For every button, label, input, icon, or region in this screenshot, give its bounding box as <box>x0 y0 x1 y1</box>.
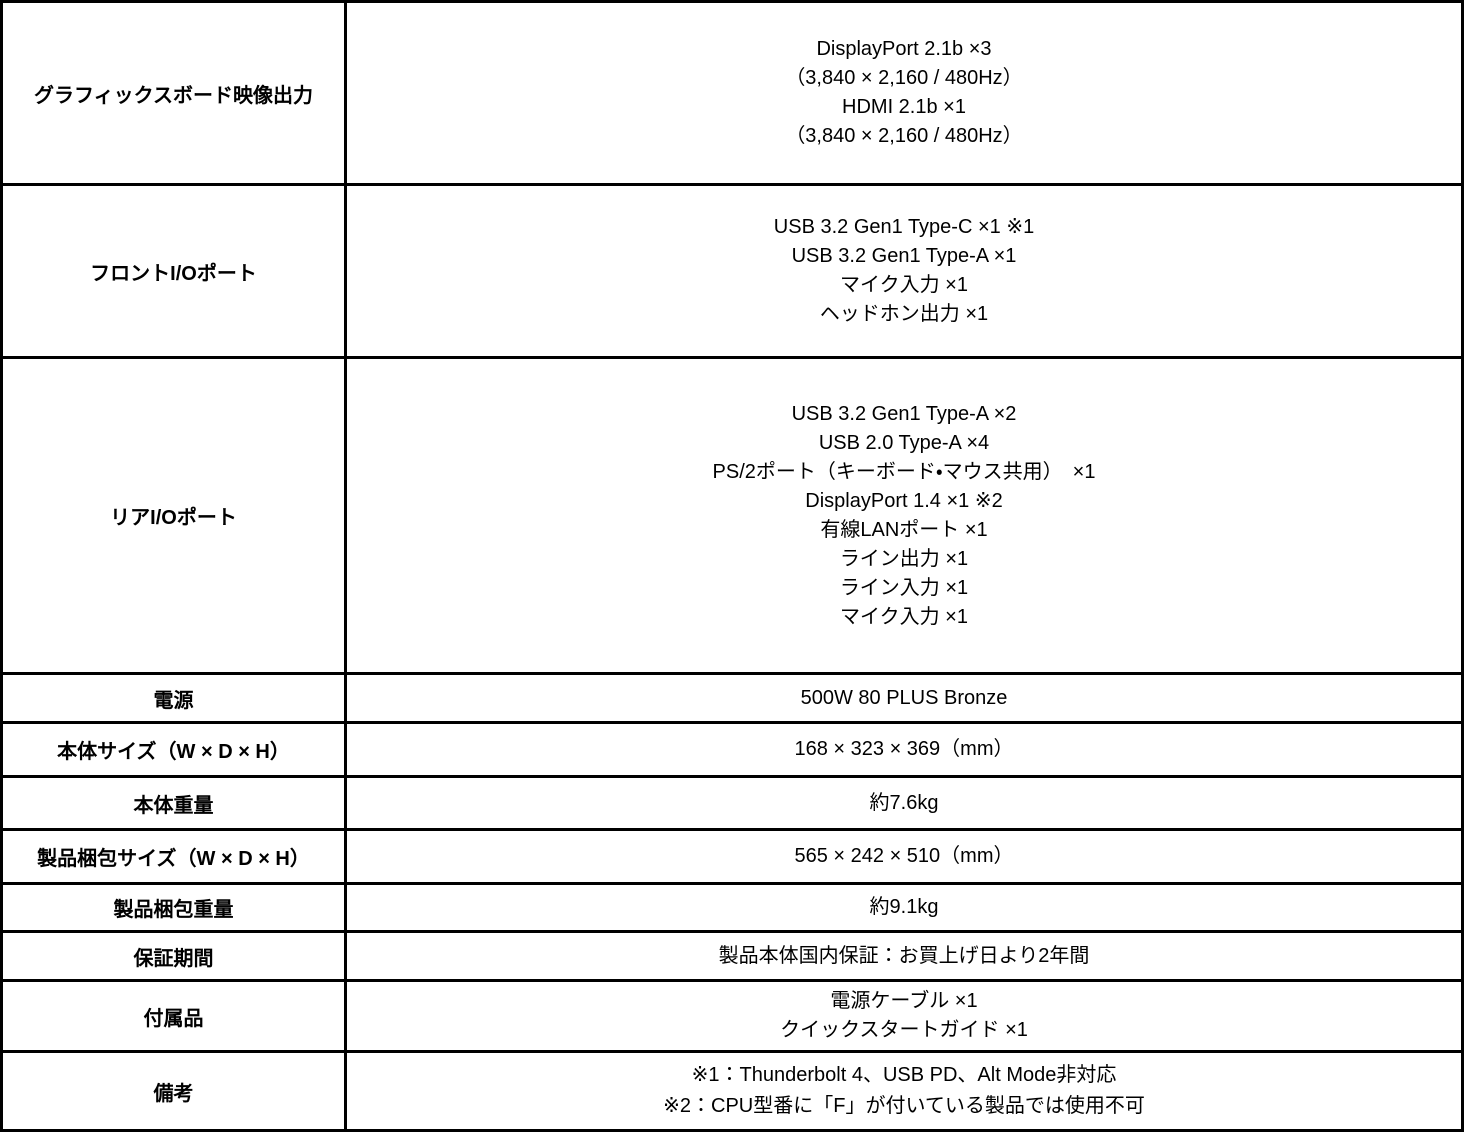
spec-value-line: 約9.1kg <box>869 896 939 918</box>
spec-value-line: （3,840 × 2,160 / 480Hz） <box>785 67 1023 89</box>
spec-value-line: 約7.6kg <box>869 791 939 814</box>
spec-value-line: USB 2.0 Type-A ×4 <box>818 431 990 454</box>
spec-label: 本体サイズ（W × D × H） <box>0 721 347 778</box>
spec-value-line: 電源ケーブル ×1 <box>830 990 978 1012</box>
spec-value-line: DisplayPort 2.1b ×3 <box>816 38 992 60</box>
spec-label: 本体重量 <box>0 775 347 831</box>
spec-value: ※1：Thunderbolt 4、USB PD、Alt Mode非対応 ※2：CP… <box>344 1050 1464 1132</box>
table-row: 付属品 電源ケーブル ×1 クイックスタートガイド ×1 <box>0 979 1464 1053</box>
spec-value: 168 × 323 × 369（mm） <box>344 721 1464 778</box>
spec-value-line: ライン入力 ×1 <box>839 576 969 599</box>
spec-value-line: USB 3.2 Gen1 Type-A ×1 <box>791 245 1017 267</box>
spec-value-line: 565 × 242 × 510（mm） <box>794 845 1014 867</box>
spec-label: リアI/Oポート <box>0 356 347 675</box>
spec-value: 約7.6kg <box>344 775 1464 831</box>
spec-value-line: USB 3.2 Gen1 Type-C ×1 ※1 <box>773 216 1035 238</box>
spec-value-line: （3,840 × 2,160 / 480Hz） <box>785 125 1023 147</box>
spec-label: 備考 <box>0 1050 347 1132</box>
spec-value: 500W 80 PLUS Bronze <box>344 672 1464 724</box>
spec-label: 電源 <box>0 672 347 724</box>
spec-label: 保証期間 <box>0 930 347 982</box>
spec-value-line: 168 × 323 × 369（mm） <box>794 738 1014 760</box>
spec-value: 約9.1kg <box>344 882 1464 933</box>
spec-value: 565 × 242 × 510（mm） <box>344 828 1464 885</box>
table-row: 保証期間 製品本体国内保証：お買上げ日より2年間 <box>0 930 1464 982</box>
table-row: 本体重量 約7.6kg <box>0 775 1464 831</box>
spec-value: 製品本体国内保証：お買上げ日より2年間 <box>344 930 1464 982</box>
spec-value-line: ライン出力 ×1 <box>839 547 969 570</box>
spec-value-line: 製品本体国内保証：お買上げ日より2年間 <box>718 944 1090 967</box>
spec-value-line: ヘッドホン出力 ×1 <box>819 303 989 325</box>
table-row: グラフィックスボード映像出力 DisplayPort 2.1b ×3 （3,840 … <box>0 0 1464 186</box>
spec-value-line: マイク入力 ×1 <box>840 274 968 296</box>
spec-value-line: PS/2ポート（キーボード・マウス共用） ×1 <box>712 460 1096 483</box>
spec-value-line: クイックスタートガイド ×1 <box>780 1019 1028 1041</box>
spec-value: DisplayPort 2.1b ×3 （3,840 × 2,160 / 480H… <box>344 0 1464 186</box>
spec-label: グラフィックスボード映像出力 <box>0 0 347 186</box>
spec-value-line: ※2：CPU型番に「F」が付いている製品では使用不可 <box>663 1095 1145 1117</box>
spec-value: USB 3.2 Gen1 Type-A ×2 USB 2.0 Type-A ×4 P… <box>344 356 1464 675</box>
spec-value-line: USB 3.2 Gen1 Type-A ×2 <box>791 402 1017 425</box>
table-row: 電源 500W 80 PLUS Bronze <box>0 672 1464 724</box>
table-row: 製品梱包サイズ（W × D × H） 565 × 242 × 510（mm） <box>0 828 1464 885</box>
table-row: フロントI/Oポート USB 3.2 Gen1 Type-C ×1 ※1 USB 3… <box>0 183 1464 359</box>
spec-value-line: マイク入力 ×1 <box>840 605 968 628</box>
spec-label: 製品梱包重量 <box>0 882 347 933</box>
spec-value-line: ※1：Thunderbolt 4、USB PD、Alt Mode非対応 <box>691 1064 1117 1086</box>
spec-value-line: DisplayPort 1.4 ×1 ※2 <box>805 489 1003 512</box>
spec-label: 付属品 <box>0 979 347 1053</box>
spec-value: USB 3.2 Gen1 Type-C ×1 ※1 USB 3.2 Gen1 Ty… <box>344 183 1464 359</box>
spec-value-line: HDMI 2.1b ×1 <box>842 96 966 118</box>
spec-value-line: 500W 80 PLUS Bronze <box>800 686 1008 709</box>
table-row: 備考 ※1：Thunderbolt 4、USB PD、Alt Mode非対応 ※2：… <box>0 1050 1464 1132</box>
table-row: 製品梱包重量 約9.1kg <box>0 882 1464 933</box>
spec-label: 製品梱包サイズ（W × D × H） <box>0 828 347 885</box>
spec-value-line: 有線LANポート ×1 <box>820 518 988 541</box>
spec-label: フロントI/Oポート <box>0 183 347 359</box>
table-row: 本体サイズ（W × D × H） 168 × 323 × 369（mm） <box>0 721 1464 778</box>
spec-value: 電源ケーブル ×1 クイックスタートガイド ×1 <box>344 979 1464 1053</box>
table-row: リアI/Oポート USB 3.2 Gen1 Type-A ×2 USB 2.0 Ty… <box>0 356 1464 675</box>
